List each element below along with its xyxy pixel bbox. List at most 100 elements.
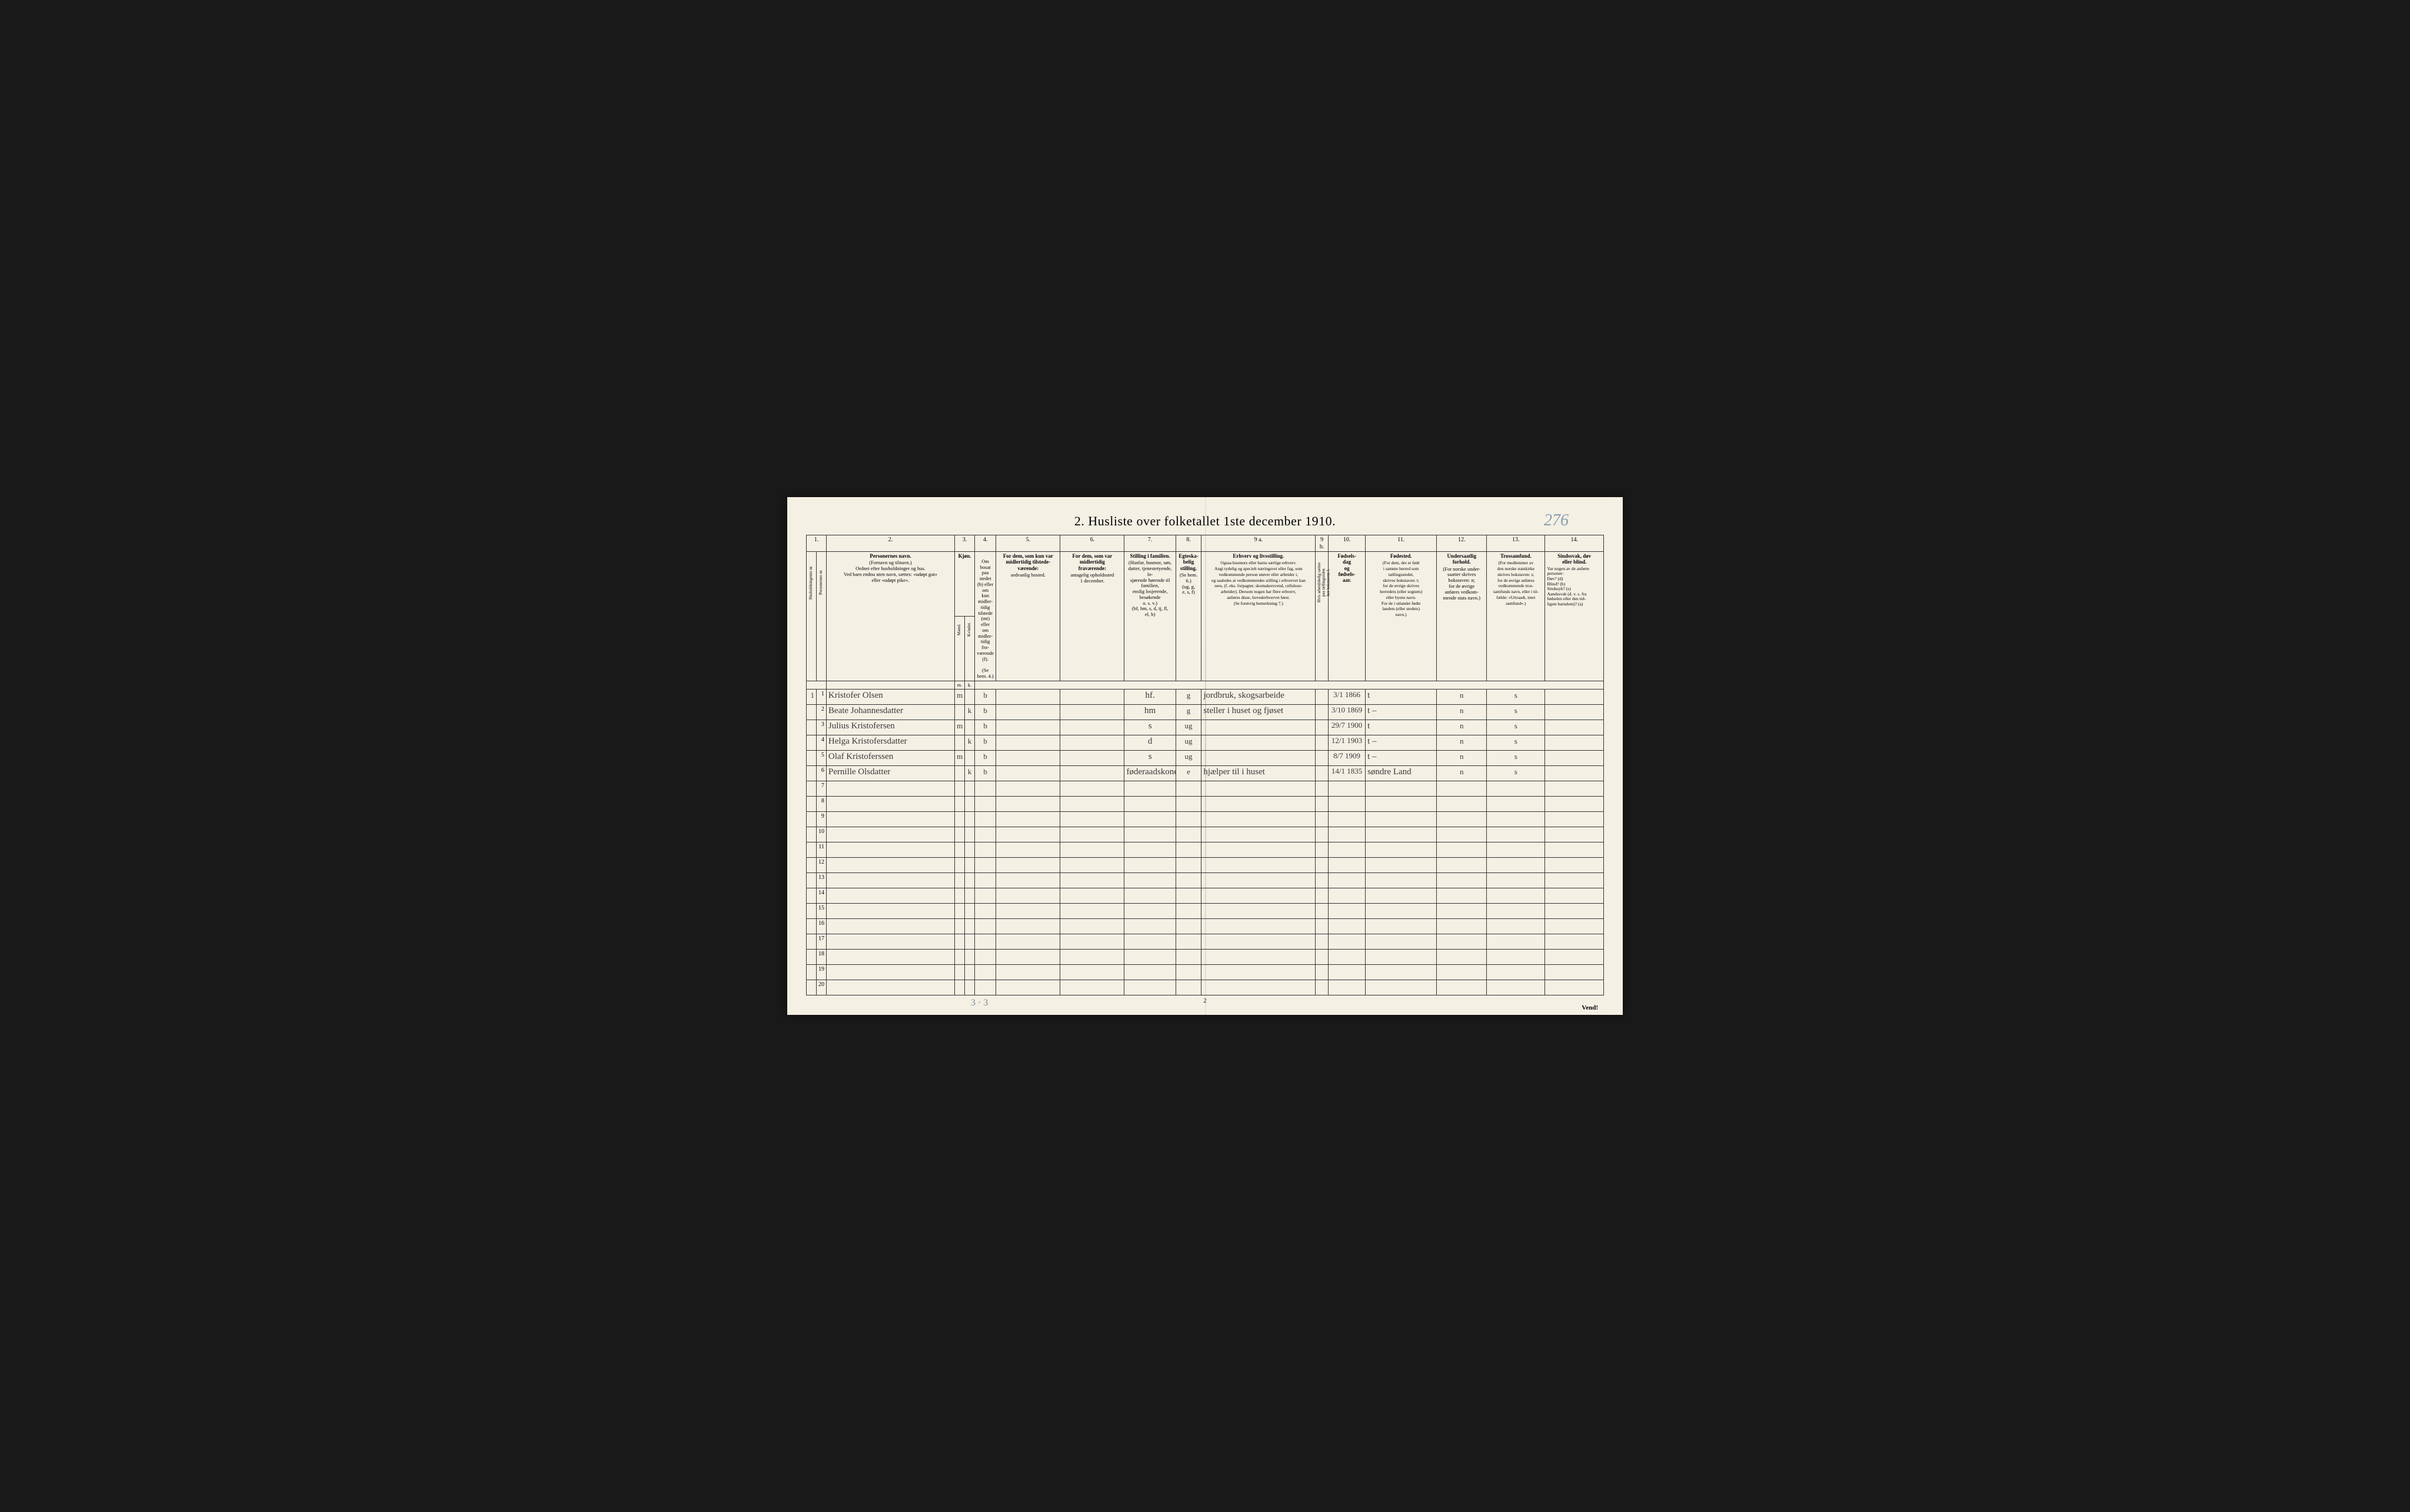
cell-hh [807, 934, 817, 950]
cell-c5 [996, 797, 1060, 812]
cell-bosat [974, 827, 996, 842]
table-header: 1. 2. 3. 4. 5. 6. 7. 8. 9 a. 9 b. 10. 11… [807, 535, 1604, 690]
cell-fam: hm [1124, 705, 1176, 720]
cell-egte [1176, 858, 1201, 873]
footer-tally: 3 · 3 [971, 998, 988, 1008]
cell-k [965, 781, 975, 797]
cell-c5 [996, 720, 1060, 735]
cell-tros: s [1487, 720, 1545, 735]
hdr-undersaat: Undersaatlig forhold. (For norske under-… [1437, 552, 1487, 681]
colnum-13: 13. [1487, 535, 1545, 552]
cell-k [965, 965, 975, 980]
cell-name [826, 797, 954, 812]
cell-c6 [1060, 751, 1124, 766]
cell-fodested [1366, 888, 1437, 904]
cell-c6 [1060, 720, 1124, 735]
cell-pn: 12 [816, 858, 826, 873]
cell-9b [1316, 751, 1329, 766]
cell-under: n [1437, 766, 1487, 781]
cell-fodested [1366, 980, 1437, 995]
cell-c6 [1060, 842, 1124, 858]
table-row: 11Kristofer Olsenmbhf.gjordbruk, skogsar… [807, 690, 1604, 705]
hdr-hh-nr: Husholdningenes nr. [807, 552, 817, 681]
table-row: 5Olaf Kristoferssenmbsug8/7 1909t –ns [807, 751, 1604, 766]
cell-under: n [1437, 720, 1487, 735]
colnum-6: 6. [1060, 535, 1124, 552]
cell-name [826, 827, 954, 842]
cell-name [826, 965, 954, 980]
cell-m [955, 812, 965, 827]
cell-c14 [1545, 735, 1604, 751]
cell-hh [807, 980, 817, 995]
cell-under [1437, 888, 1487, 904]
cell-pn: 3 [816, 720, 826, 735]
cell-k [965, 827, 975, 842]
cell-c14 [1545, 705, 1604, 720]
cell-fodsel [1329, 781, 1366, 797]
cell-fam [1124, 842, 1176, 858]
cell-c6 [1060, 980, 1124, 995]
header-mk-row: m. k. [807, 681, 1604, 689]
cell-fodested: t – [1366, 735, 1437, 751]
cell-pn: 15 [816, 904, 826, 919]
cell-fam [1124, 980, 1176, 995]
cell-under [1437, 934, 1487, 950]
cell-9b [1316, 904, 1329, 919]
cell-fodsel [1329, 827, 1366, 842]
colnum-11: 11. [1366, 535, 1437, 552]
cell-9b [1316, 873, 1329, 888]
table-row: 10 [807, 827, 1604, 842]
cell-9b [1316, 827, 1329, 842]
cell-9b [1316, 842, 1329, 858]
cell-erhverv [1201, 858, 1316, 873]
cell-bosat [974, 781, 996, 797]
hdr-maend: Mænd. [955, 617, 965, 681]
cell-c6 [1060, 812, 1124, 827]
table-row: 12 [807, 858, 1604, 873]
cell-c14 [1545, 950, 1604, 965]
hdr-egteskab: Egteska- belig stilling. (Se bem. 6.) (u… [1176, 552, 1201, 681]
hdr-bosat: Om bosat paa stedet (b) eller om kun mid… [974, 552, 996, 681]
cell-bosat [974, 965, 996, 980]
cell-under: n [1437, 751, 1487, 766]
cell-m [955, 797, 965, 812]
table-row: 8 [807, 797, 1604, 812]
cell-erhverv [1201, 781, 1316, 797]
cell-fodested: søndre Land [1366, 766, 1437, 781]
table-row: 7 [807, 781, 1604, 797]
cell-c14 [1545, 873, 1604, 888]
cell-fodested [1366, 873, 1437, 888]
cell-c5 [996, 781, 1060, 797]
cell-c14 [1545, 919, 1604, 934]
cell-erhverv [1201, 842, 1316, 858]
colnum-8: 8. [1176, 535, 1201, 552]
cell-k [965, 919, 975, 934]
cell-tros [1487, 919, 1545, 934]
census-page: 2. Husliste over folketallet 1ste decemb… [787, 497, 1623, 1015]
cell-c6 [1060, 950, 1124, 965]
cell-name [826, 888, 954, 904]
cell-name [826, 781, 954, 797]
cell-9b [1316, 919, 1329, 934]
cell-fam [1124, 781, 1176, 797]
cell-bosat [974, 904, 996, 919]
cell-c6 [1060, 781, 1124, 797]
hdr-person-nr: Personernes nr. [816, 552, 826, 681]
cell-9b [1316, 781, 1329, 797]
cell-under [1437, 873, 1487, 888]
cell-bosat: b [974, 766, 996, 781]
cell-hh [807, 812, 817, 827]
cell-fam [1124, 919, 1176, 934]
cell-m [955, 766, 965, 781]
cell-hh [807, 842, 817, 858]
cell-erhverv: steller i huset og fjøset [1201, 705, 1316, 720]
cell-egte [1176, 888, 1201, 904]
cell-9b [1316, 720, 1329, 735]
cell-fodsel [1329, 950, 1366, 965]
cell-c6 [1060, 705, 1124, 720]
cell-fodested [1366, 781, 1437, 797]
footer-page-num: 2 [806, 998, 1604, 1004]
cell-c14 [1545, 888, 1604, 904]
table-row: 9 [807, 812, 1604, 827]
cell-hh: 1 [807, 690, 817, 705]
